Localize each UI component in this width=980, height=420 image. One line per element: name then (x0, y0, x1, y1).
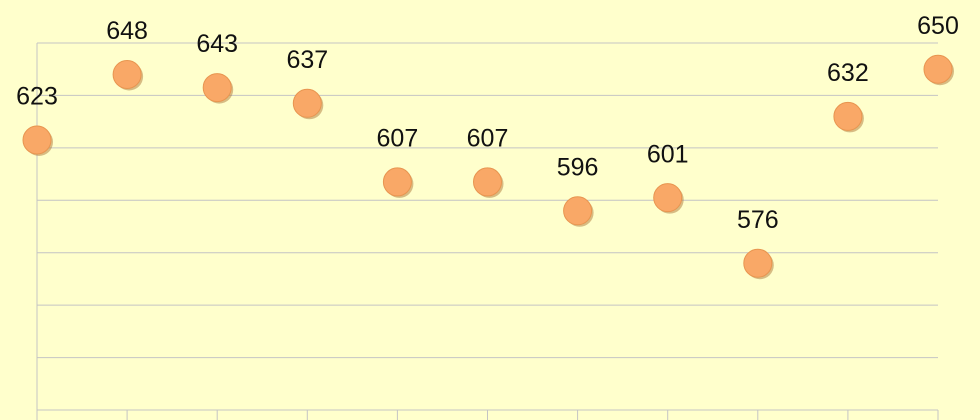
marker (833, 101, 863, 131)
data-label: 601 (647, 140, 689, 168)
marker (563, 196, 593, 226)
data-label: 607 (377, 125, 419, 153)
marker (22, 125, 52, 155)
data-label: 596 (557, 153, 599, 181)
data-label: 637 (286, 46, 328, 74)
data-label: 643 (196, 30, 238, 58)
marker (382, 167, 412, 197)
marker (292, 88, 322, 118)
marker (923, 54, 953, 84)
marker (743, 248, 773, 278)
data-label: 648 (106, 17, 148, 45)
marker (653, 183, 683, 213)
marker (112, 59, 142, 89)
data-label: 607 (467, 125, 509, 153)
marker (473, 167, 502, 197)
data-label: 650 (917, 12, 959, 40)
data-label: 632 (827, 59, 869, 87)
data-label: 623 (16, 83, 58, 111)
marker (202, 73, 232, 103)
data-label: 576 (737, 206, 779, 234)
